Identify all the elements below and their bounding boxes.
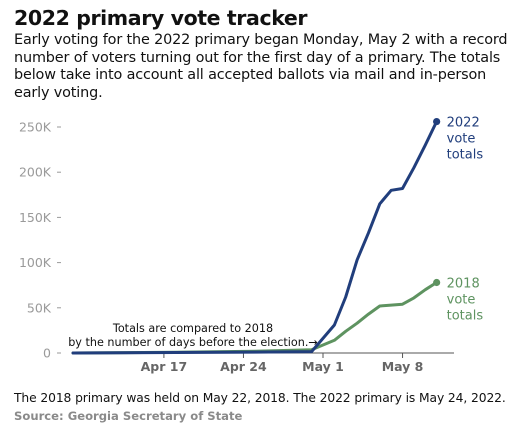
source-note: Source: Georgia Secretary of State [14, 409, 243, 423]
chart-title: 2022 primary vote tracker [14, 6, 308, 30]
y-tick-label: 200K [19, 165, 52, 180]
series-label-line: vote [447, 292, 476, 307]
series-endpoint-2018 [433, 278, 441, 287]
x-axis: Apr 17 Apr 24 May 1 May 8 [73, 352, 454, 374]
series-label-line: vote [447, 132, 476, 147]
series-line-2022 [71, 120, 439, 355]
y-tick-label: 100K [19, 255, 52, 270]
series-label-2018: 2018 vote totals [447, 276, 484, 323]
series-label-line: totals [447, 308, 484, 323]
y-tick-label: 250K [19, 120, 52, 135]
footnote: The 2018 primary was held on May 22, 201… [14, 391, 506, 405]
annotation-line: Totals are compared to 2018 [112, 322, 273, 335]
x-tick-label: May 8 [382, 359, 424, 374]
y-tick-label: 0 [43, 346, 51, 361]
x-tick-label: Apr 24 [220, 359, 267, 374]
y-tick-label: 150K [19, 210, 52, 225]
x-tick-label: May 1 [302, 359, 344, 374]
annotation: Totals are compared to 2018 by the number… [68, 322, 318, 349]
y-axis: 0 50K 100K 150K 200K 250K [19, 120, 61, 361]
series-label-line: 2018 [447, 276, 480, 291]
x-tick-label: Apr 17 [141, 359, 188, 374]
annotation-line: by the number of days before the electio… [68, 336, 318, 349]
series-label-2022: 2022 vote totals [447, 116, 484, 163]
series-endpoint-2022 [433, 117, 441, 126]
chart-subtitle: Early voting for the 2022 primary began … [14, 32, 508, 101]
series-label-line: totals [447, 148, 484, 163]
y-tick-label: 50K [27, 300, 52, 315]
series-label-line: 2022 [447, 116, 480, 131]
series-lines [71, 117, 441, 355]
